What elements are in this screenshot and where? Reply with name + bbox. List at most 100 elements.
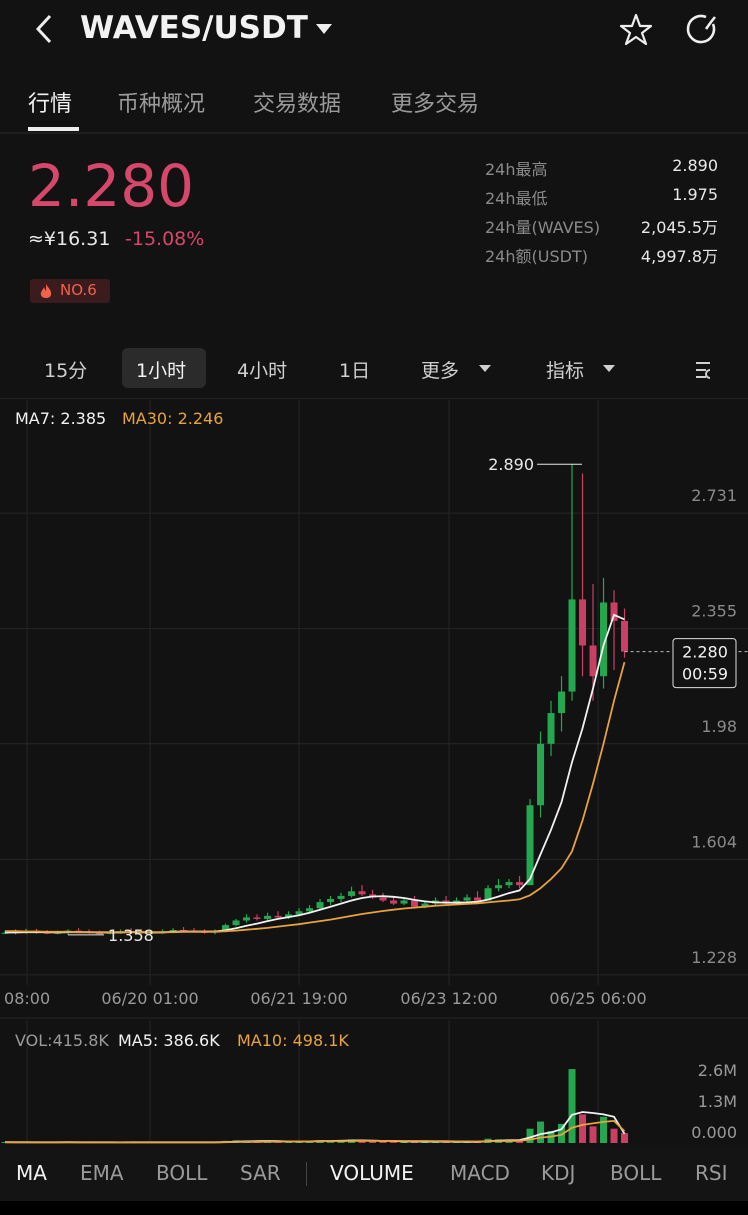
legend-label: VOL:415.8K [15,1031,109,1050]
indicator-tab[interactable]: BOLL [610,1161,662,1185]
indicator-tab[interactable]: KDJ [541,1161,576,1185]
candle-body [169,930,177,932]
candle-body [379,897,387,901]
stat-label: 24h额(USDT) [485,247,588,266]
candle-body [547,713,555,744]
pair-dropdown[interactable] [316,24,332,34]
high-label: 2.890 [488,455,534,474]
volume-bar [568,1069,576,1143]
tab[interactable]: 更多交易 [391,92,480,117]
interval[interactable]: 1日 [339,360,371,382]
indicator-tab[interactable]: MACD [450,1161,510,1185]
y-tick-label: 2.6M [698,1061,737,1080]
candle-body [306,908,314,912]
candle-body [337,895,345,899]
volume-bar [526,1128,534,1143]
indicator-tab[interactable]: EMA [80,1161,124,1185]
volume-bar [369,1141,377,1143]
ma-line [5,661,626,934]
candle-body [264,915,272,919]
tab[interactable]: 交易数据 [253,92,342,117]
candle-body [358,891,366,895]
y-tick-label: 1.98 [701,717,737,736]
candle-body [568,599,576,692]
candle-body [285,914,293,918]
candle-body [348,891,356,896]
candle-body [274,915,282,918]
indicator-menu[interactable]: 指标 [546,360,585,382]
rank-badge: NO.6 [30,279,110,303]
candle-body [579,599,587,646]
candle-body [474,897,482,901]
header-icons [0,13,748,134]
volume-bar [390,1141,398,1143]
x-tick-label: 06/20 01:00 [101,989,198,1008]
candle-body [327,898,335,903]
candle-body [222,925,230,932]
candle-body [421,903,429,907]
interval[interactable]: 15分 [44,360,88,382]
volume-bar [610,1128,618,1143]
back-button[interactable] [35,14,52,44]
candle-body [180,930,188,932]
legend-label: MA30: 2.246 [122,409,223,428]
volume-bar [379,1141,387,1143]
volume-bar [516,1140,524,1143]
legend-label: MA5: 386.6K [118,1031,220,1050]
indicator-tab[interactable]: RSI [695,1161,728,1185]
candle-body [390,900,398,904]
candle-body [589,645,597,677]
candle-body [505,882,513,886]
candle-body [526,805,534,886]
system-bar [0,1201,748,1215]
interval[interactable]: 4小时 [237,360,288,382]
share-icon[interactable] [686,14,716,44]
interval-icons [479,362,710,379]
indicator-tab[interactable]: SAR [240,1161,281,1185]
candle-body [75,930,83,932]
candle-body [253,917,261,919]
interval-more[interactable]: 更多 [421,360,460,382]
candle-body [537,743,545,806]
volume-bar [579,1114,587,1143]
ma-line [4,1111,626,1144]
pair-title: WAVES/USDT [80,10,308,46]
indicator-tab[interactable]: VOLUME [330,1161,414,1185]
x-tick-label: 06/25 06:00 [549,989,646,1008]
countdown: 00:59 [682,665,728,684]
tab-underline [28,127,79,131]
interval[interactable]: 1小时 [136,360,187,382]
x-tick-label: 06/21 19:00 [250,989,347,1008]
x-tick-label: 08:00 [4,989,50,1008]
y-tick-label: 1.228 [691,948,737,967]
indicator-tab[interactable]: BOLL [156,1161,208,1185]
candle-body [243,917,251,921]
candle-body [610,602,618,621]
indicator-tab[interactable]: MA [16,1161,47,1185]
candle-body [411,900,419,907]
stat-label: 24h最低 [485,189,548,208]
volume-bar [589,1126,597,1143]
candle-body [558,691,566,714]
flame-icon [40,284,52,298]
divider [0,398,748,399]
stat-label: 24h最高 [485,160,548,179]
tab[interactable]: 行情 [28,92,73,117]
last-price: 2.280 [28,152,195,220]
y-tick-label: 1.3M [698,1092,737,1111]
volume-bar [558,1123,566,1143]
candle-body [484,888,492,901]
interval-selected-bg [122,348,206,388]
low-label: 1.358 [108,926,154,945]
tab[interactable]: 币种概况 [117,92,206,117]
legend-label: MA10: 498.1K [237,1031,349,1050]
favorite-icon[interactable] [619,13,653,46]
settings-icon[interactable] [696,362,710,379]
candle-body [400,900,408,904]
legend-label: MA7: 2.385 [15,409,106,428]
candle-body [232,920,240,926]
indicator-bar [0,1147,748,1201]
separator [306,1162,307,1186]
